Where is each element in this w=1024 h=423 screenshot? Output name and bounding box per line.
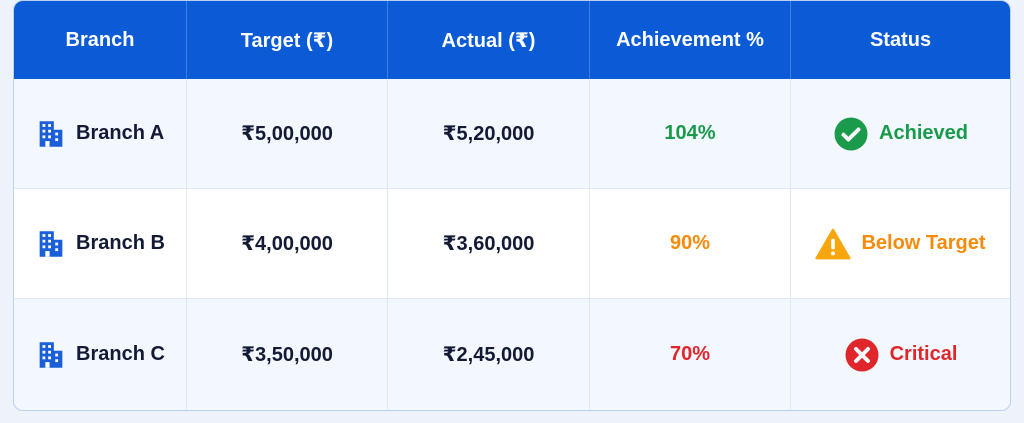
target-cell: ₹4,00,000 bbox=[187, 189, 388, 299]
actual-cell: ₹5,20,000 bbox=[388, 79, 590, 189]
target-cell: ₹3,50,000 bbox=[187, 299, 388, 410]
header-cell: Status bbox=[791, 1, 1010, 79]
building-icon bbox=[39, 230, 63, 257]
status-text: Critical bbox=[889, 343, 958, 365]
status-text: Below Target bbox=[861, 232, 986, 254]
status-text: Achieved bbox=[879, 122, 968, 144]
header-cell: Branch bbox=[14, 1, 187, 79]
status-cell: Critical bbox=[791, 299, 1010, 410]
branch-cell: Branch C bbox=[14, 299, 187, 410]
target-cell: ₹5,00,000 bbox=[187, 79, 388, 189]
building-icon bbox=[39, 120, 63, 147]
header-cell: Target (₹) bbox=[187, 1, 388, 79]
achievement-cell: 90% bbox=[590, 189, 791, 299]
data-table: Branch Target (₹) Actual (₹) Achievement… bbox=[13, 0, 1011, 411]
warning-icon bbox=[815, 228, 852, 259]
branch-name: Branch A bbox=[76, 122, 165, 144]
achievement-cell: 104% bbox=[590, 79, 791, 189]
header-cell: Actual (₹) bbox=[388, 1, 590, 79]
actual-cell: ₹2,45,000 bbox=[388, 299, 590, 410]
check-icon bbox=[834, 117, 868, 150]
branch-name: Branch C bbox=[76, 343, 165, 365]
achievement-cell: 70% bbox=[590, 299, 791, 410]
branch-cell: Branch B bbox=[14, 189, 187, 299]
branch-name: Branch B bbox=[76, 232, 165, 254]
cross-icon bbox=[845, 338, 879, 371]
actual-cell: ₹3,60,000 bbox=[388, 189, 590, 299]
status-cell: Achieved bbox=[791, 79, 1010, 189]
header-cell: Achievement % bbox=[590, 1, 791, 79]
building-icon bbox=[39, 341, 63, 368]
status-cell: Below Target bbox=[791, 189, 1010, 299]
branch-cell: Branch A bbox=[14, 79, 187, 189]
